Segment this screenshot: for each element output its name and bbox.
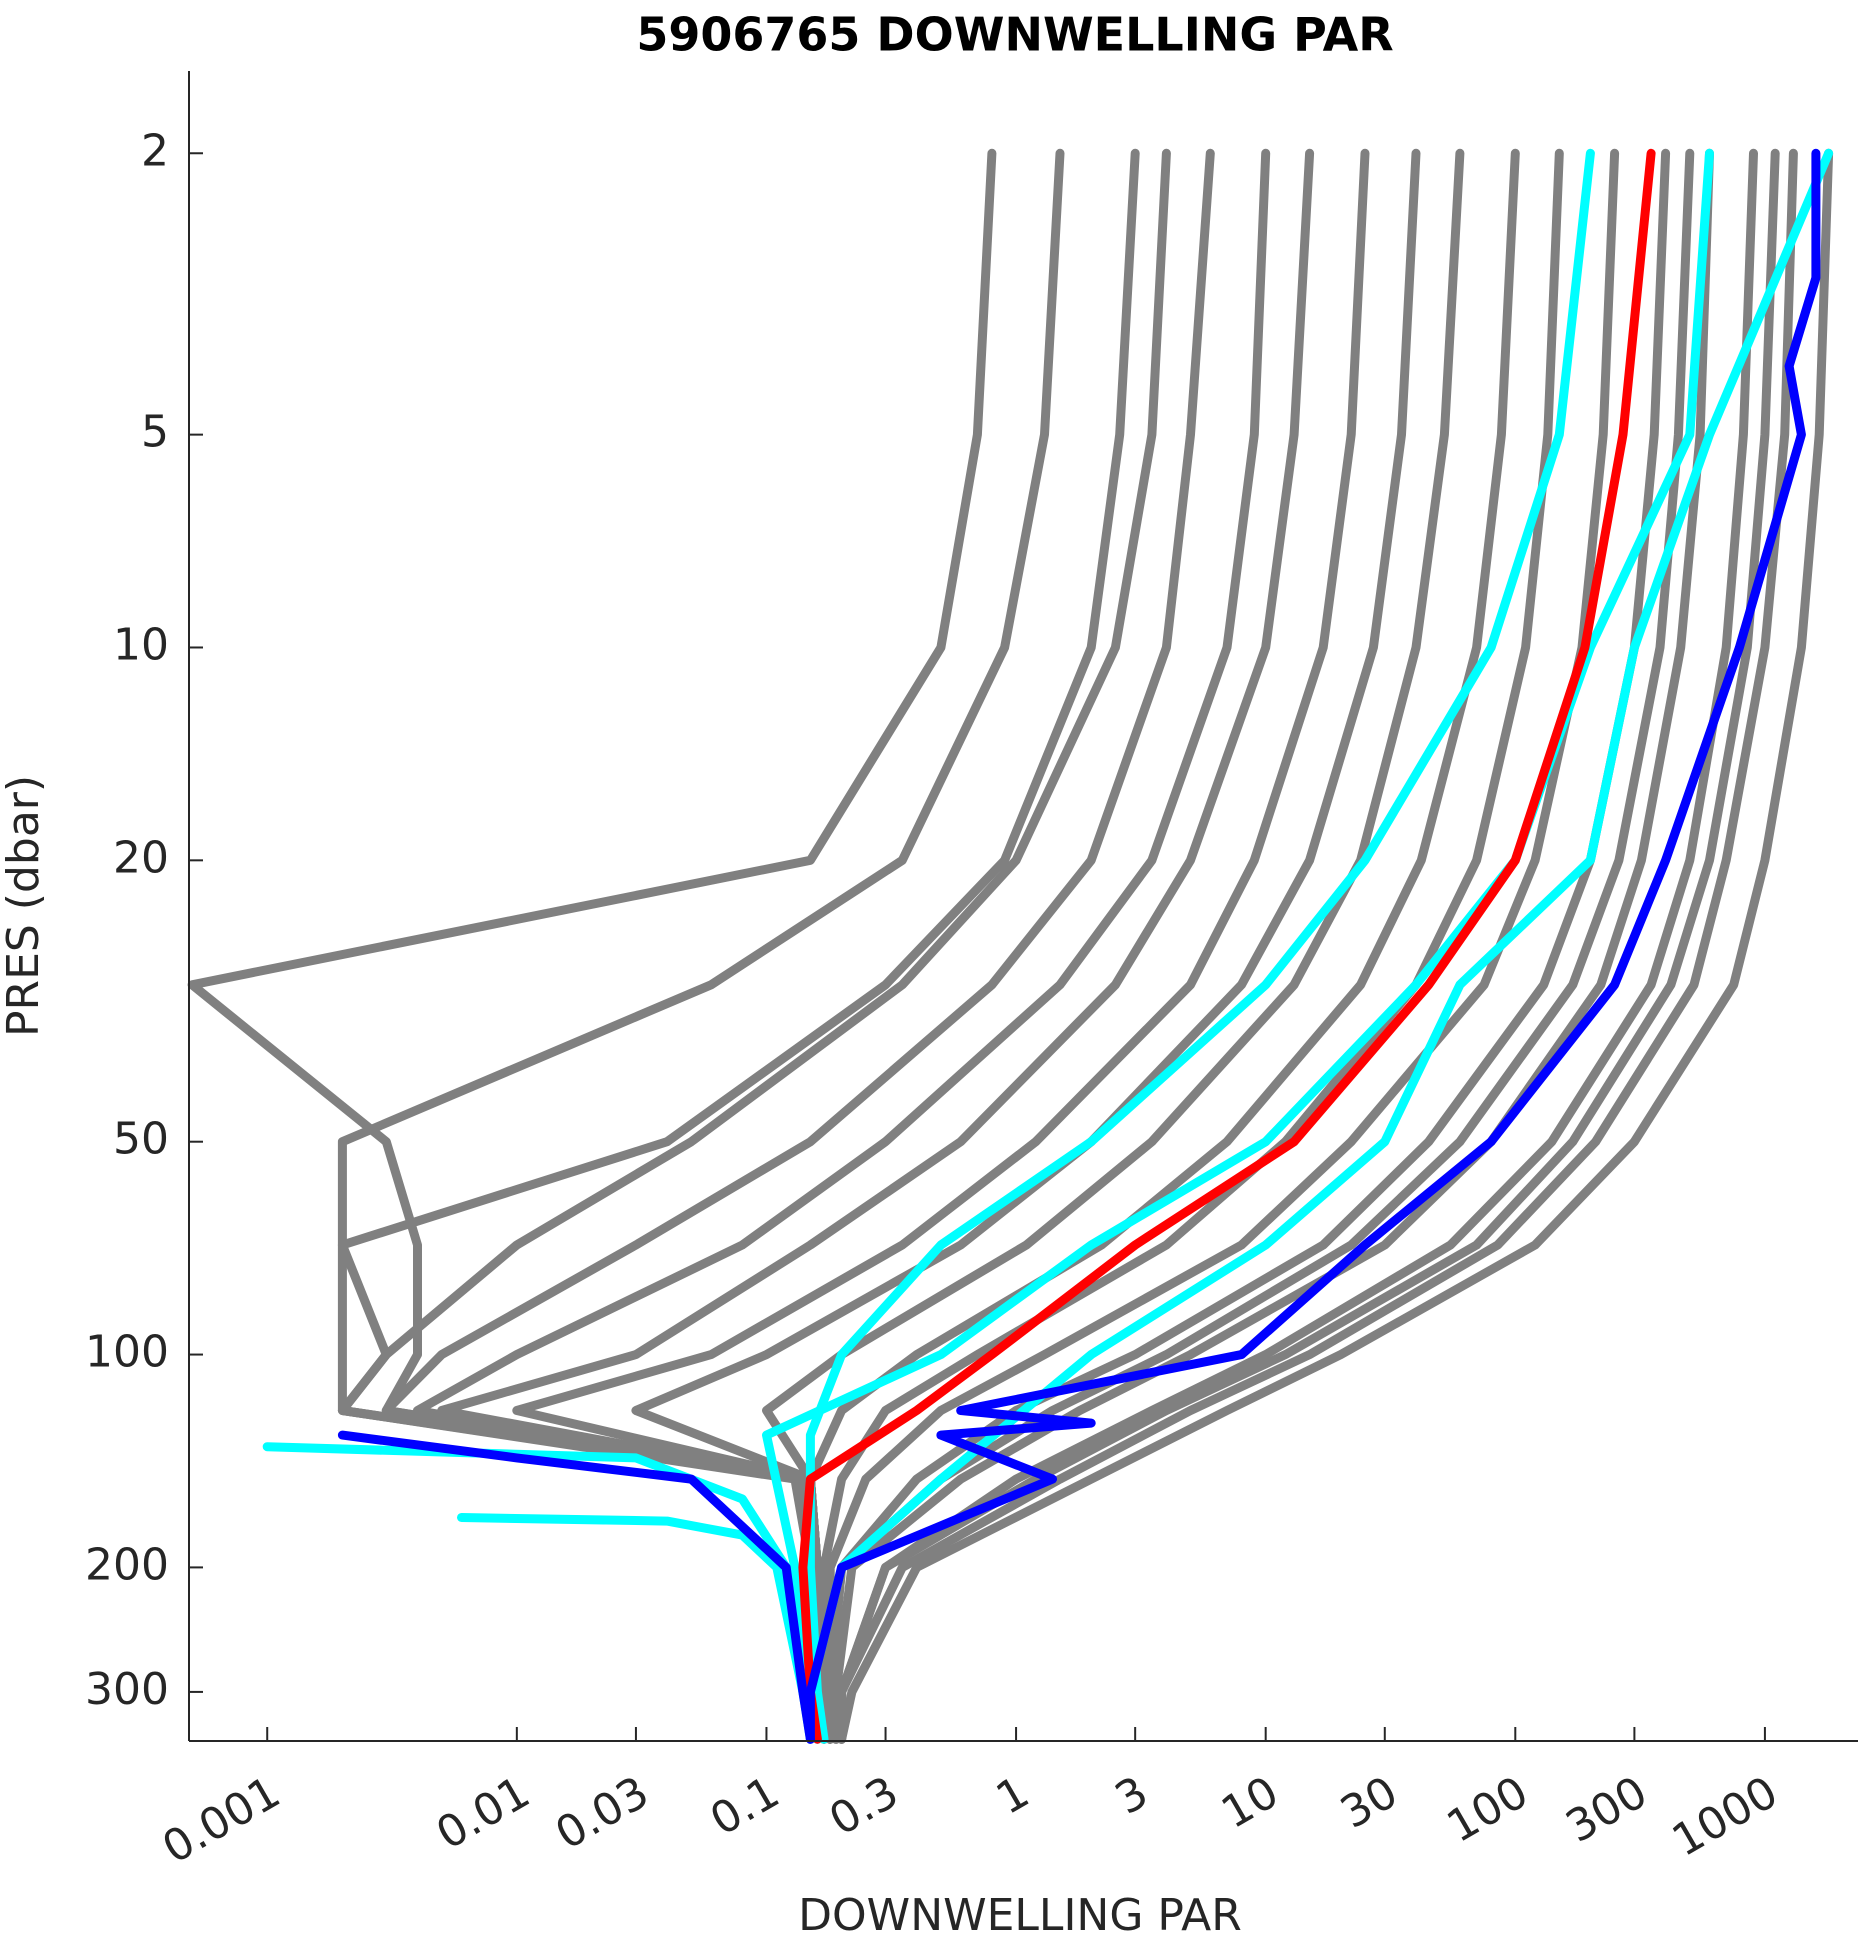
y-tick-label: 200 [85,1539,169,1590]
profile-line [437,148,1315,1744]
profile-line [831,148,1714,1744]
x-axis-label: DOWNWELLING PAR [798,1890,1242,1941]
y-tick-label: 20 [113,832,169,883]
plot-area [187,148,1834,1744]
profile-line [837,148,1834,1744]
y-tick-label: 2 [141,125,169,176]
x-tick-label: 0.01 [428,1767,538,1860]
profile-line [805,148,1520,1744]
x-tick-label: 0.3 [821,1767,907,1846]
chart-title: 5906765 DOWNWELLING PAR [636,8,1393,62]
profile-line [762,148,1714,1744]
profile-line [819,148,1564,1744]
x-tick-label: 0.001 [154,1767,289,1874]
x-tick-label: 3 [1107,1767,1157,1825]
x-tick-label: 300 [1558,1767,1656,1853]
profile-line [187,148,997,1744]
profile-line [337,1430,815,1744]
profile-line [798,148,1656,1744]
x-tick-label: 0.1 [702,1767,788,1846]
profile-line [805,148,1821,1744]
profile-line [805,148,1595,1744]
profile-line [457,1513,808,1697]
profile-line [837,148,1780,1744]
profile-line [837,148,1798,1744]
y-tick-label: 10 [113,619,169,670]
y-tick-label: 5 [141,407,169,458]
y-axis-label: PRES (dbar) [0,775,49,1037]
y-tick-label: 50 [113,1114,169,1165]
x-tick-label: 1 [988,1767,1038,1825]
x-tick-label: 1000 [1664,1767,1786,1867]
axes: 2 5 10 20 50 100 200 300 0.001 0.01 0.03 0.1 0.3 1 3 10… [85,71,1858,1874]
profile-line [337,148,1065,1744]
y-tick-label: 100 [85,1327,169,1378]
y-tick-label: 300 [85,1664,169,1715]
x-tick-label: 10 [1213,1767,1287,1839]
x-tick-label: 100 [1439,1767,1537,1853]
x-tick-label: 0.03 [547,1767,657,1860]
x-tick-label: 30 [1332,1767,1406,1839]
profile-line [262,1442,815,1744]
profile-line [825,148,1671,1744]
